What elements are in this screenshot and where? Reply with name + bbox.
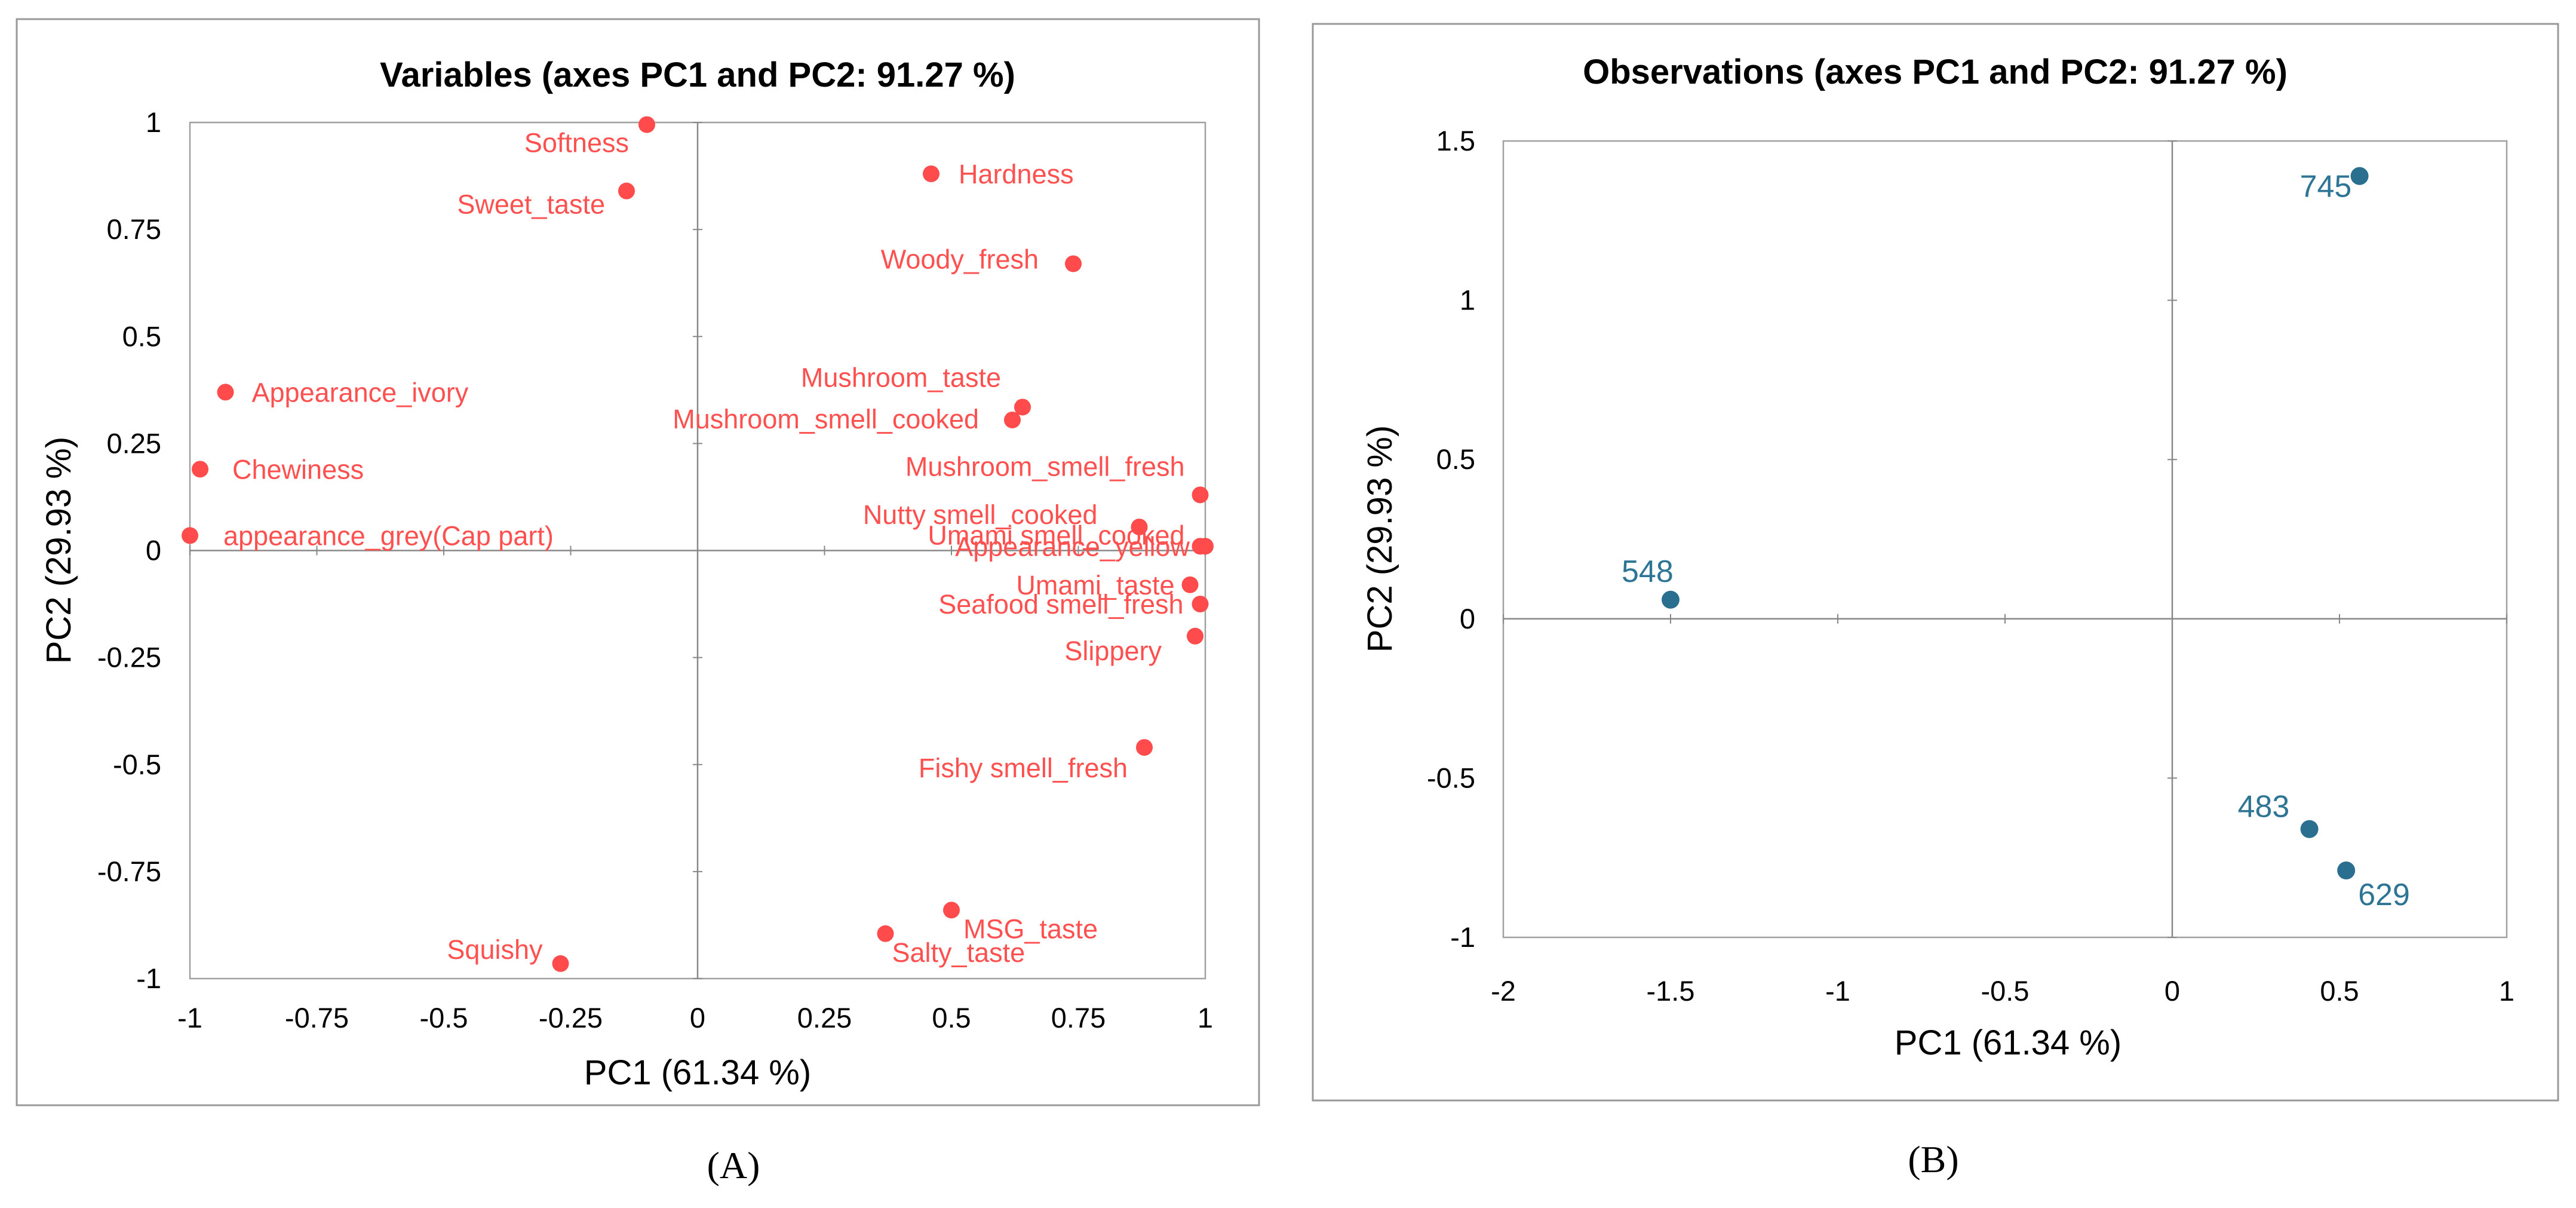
x-tick-label: 0.25 — [797, 1002, 852, 1034]
x-tick-label: -0.75 — [285, 1002, 349, 1034]
chart-observations-title: Observations (axes PC1 and PC2: 91.27 %) — [1583, 53, 2288, 91]
data-point — [1662, 590, 1680, 609]
y-tick-label: -0.5 — [113, 749, 161, 780]
chart-observations-x-ticks: -2 -1.5 -1 -0.5 0 0.5 1 — [1491, 975, 2514, 1007]
y-tick-label: -0.25 — [97, 642, 161, 673]
chart-observations-x-label: PC1 (61.34 %) — [1895, 1023, 2121, 1062]
x-tick-label: 0 — [2164, 975, 2180, 1007]
x-tick-label: -0.25 — [539, 1002, 603, 1034]
chart-observations: Observations (axes PC1 and PC2: 91.27 %)… — [1312, 23, 2559, 1102]
chart-observations-plot-area — [1502, 140, 2508, 939]
y-tick-label: 1.5 — [1436, 125, 1475, 157]
data-point — [1131, 519, 1148, 536]
chart-variables-y-label: PC2 (29.93 %) — [39, 437, 78, 664]
data-point — [1192, 486, 1209, 504]
data-point-label: Mushroom_taste — [801, 362, 1001, 393]
x-tick-label: 0.75 — [1051, 1002, 1106, 1034]
y-tick-label: 0.5 — [122, 320, 161, 352]
chart-variables: Variables (axes PC1 and PC2: 91.27 %) -1… — [16, 18, 1260, 1106]
data-point-label: Fishy smell_fresh — [919, 753, 1128, 783]
data-point-label: appearance_grey(Cap part) — [223, 520, 554, 551]
data-point — [1197, 538, 1214, 555]
data-point — [217, 384, 234, 401]
data-point — [638, 116, 655, 133]
data-point-label: Umami_taste — [1016, 570, 1174, 600]
data-point-label: Nutty smell_cooked — [863, 499, 1098, 530]
panel-label-b: (B) — [1908, 1138, 1958, 1181]
chart-observations-y-ticks: 1.5 1 0.5 0 -0.5 -1 — [1427, 125, 1475, 953]
data-point-label: Woody_fresh — [881, 244, 1039, 274]
chart-observations-y-label: PC2 (29.93 %) — [1361, 425, 1399, 652]
data-point — [618, 182, 635, 200]
data-point — [1004, 411, 1021, 428]
x-tick-label: -0.5 — [420, 1002, 468, 1034]
data-point-label: Squishy — [447, 934, 543, 965]
y-tick-label: 1 — [146, 106, 161, 138]
data-point-label: Hardness — [959, 159, 1074, 189]
data-point-label: Mushroom_smell_fresh — [905, 451, 1185, 482]
x-tick-label: -2 — [1491, 975, 1516, 1007]
data-point — [1187, 627, 1203, 645]
data-point — [943, 902, 960, 919]
y-tick-label: 0 — [146, 535, 161, 566]
data-point — [2300, 820, 2319, 838]
data-point — [1192, 596, 1209, 613]
chart-variables-title: Variables (axes PC1 and PC2: 91.27 %) — [380, 56, 1015, 94]
data-point — [923, 165, 939, 182]
data-point-label: 629 — [2358, 878, 2410, 912]
x-tick-label: 1 — [1198, 1002, 1213, 1034]
x-tick-label: 1 — [2499, 975, 2514, 1007]
data-point-label: 548 — [1622, 554, 1674, 589]
chart-variables-y-ticks: 1 0.75 0.5 0.25 0 -0.25 -0.5 -0.75 -1 — [97, 106, 161, 994]
data-point-label: 483 — [2238, 790, 2290, 824]
data-point-label: Chewiness — [232, 454, 364, 485]
y-tick-label: 0 — [1460, 603, 1475, 634]
x-tick-label: -0.5 — [1981, 975, 2030, 1007]
y-tick-label: 1 — [1460, 284, 1475, 316]
data-point-label: Sweet_taste — [457, 189, 605, 220]
data-point — [2350, 167, 2369, 185]
data-point-label: MSG_taste — [963, 913, 1098, 944]
data-point — [552, 955, 569, 972]
y-tick-label: -0.5 — [1427, 762, 1475, 793]
chart-observations-axes — [1503, 140, 2507, 938]
data-point-label: Appearance_yellow — [955, 531, 1190, 562]
data-point-label: 745 — [2300, 170, 2352, 204]
data-point-label: Appearance_ivory — [252, 377, 469, 407]
data-point-label: Slippery — [1064, 636, 1162, 666]
data-point-label: Mushroom_smell_cooked — [673, 404, 979, 434]
data-point — [877, 925, 894, 942]
panel-label-a: (A) — [707, 1144, 760, 1186]
y-tick-label: -0.75 — [97, 856, 161, 887]
chart-observations-points: 745 548 483 629 — [1622, 167, 2410, 912]
x-tick-label: -1 — [1825, 975, 1850, 1007]
y-tick-label: 0.25 — [107, 427, 161, 459]
x-tick-label: -1 — [177, 1002, 202, 1034]
data-point — [1136, 739, 1153, 756]
chart-variables-x-label: PC1 (61.34 %) — [584, 1053, 811, 1092]
y-tick-label: 0.5 — [1436, 443, 1475, 475]
y-tick-label: 0.75 — [107, 213, 161, 245]
chart-variables-points: Softness Sweet_taste Hardness Woody_fresh Ap… — [182, 116, 1214, 972]
y-tick-label: -1 — [1450, 921, 1475, 953]
chart-variables-x-ticks: -1 -0.75 -0.5 -0.25 0 0.25 0.5 0.75 1 — [177, 1002, 1213, 1034]
x-tick-label: -1.5 — [1647, 975, 1695, 1007]
data-point — [1181, 576, 1199, 593]
chart-variables-axes — [189, 122, 1206, 979]
data-point-label: Softness — [524, 128, 629, 158]
data-point — [1014, 398, 1031, 416]
y-tick-label: -1 — [136, 962, 161, 994]
x-tick-label: 0 — [690, 1002, 705, 1034]
x-tick-label: 0.5 — [932, 1002, 971, 1034]
data-point — [192, 461, 208, 478]
x-tick-label: 0.5 — [2320, 975, 2359, 1007]
data-point — [182, 527, 198, 544]
data-point-label: Salty_taste — [892, 937, 1026, 968]
data-point — [1065, 255, 1082, 272]
data-point — [2337, 861, 2356, 880]
data-point-label: Seafood smell_fresh — [938, 589, 1183, 620]
